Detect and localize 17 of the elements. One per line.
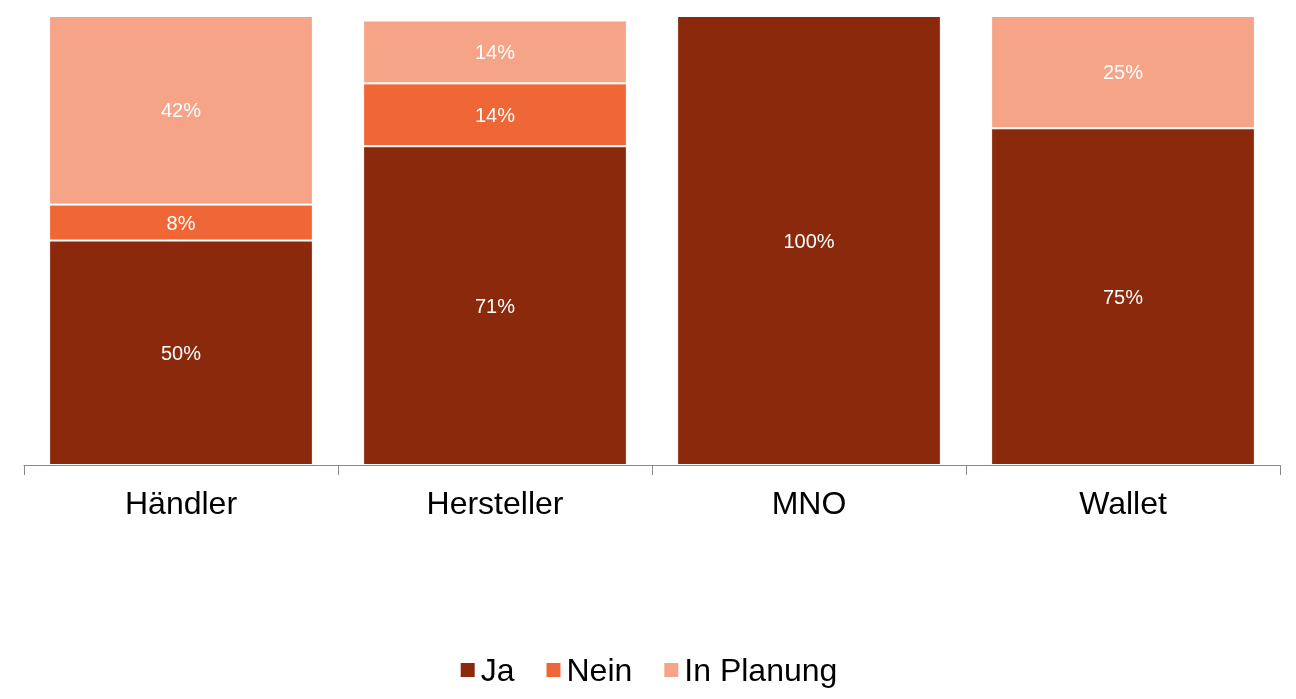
x-tick-label: Wallet bbox=[1079, 485, 1167, 521]
data-label: 75% bbox=[1102, 285, 1144, 308]
x-tick-label: Hersteller bbox=[426, 485, 564, 521]
x-tick-label: MNO bbox=[771, 485, 847, 521]
data-label: 8% bbox=[166, 211, 196, 234]
legend-label: Nein bbox=[566, 652, 633, 688]
x-tick-label: Händler bbox=[124, 485, 238, 521]
data-label: 42% bbox=[160, 99, 202, 122]
data-label: 14% bbox=[474, 103, 516, 126]
data-label: 50% bbox=[160, 341, 202, 364]
legend-label: In Planung bbox=[684, 652, 838, 688]
data-label: 71% bbox=[474, 294, 516, 317]
data-label: 100% bbox=[783, 229, 835, 252]
data-label: 14% bbox=[474, 40, 516, 63]
data-label: 25% bbox=[1102, 61, 1144, 84]
bar bbox=[677, 16, 941, 465]
legend-label: Ja bbox=[480, 652, 515, 688]
